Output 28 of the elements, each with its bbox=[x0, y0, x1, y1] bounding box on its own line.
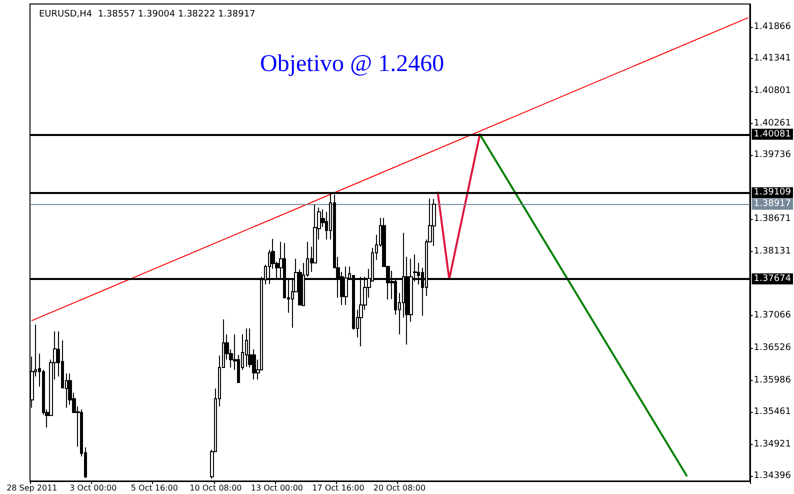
y-tick-label: 1.41866 bbox=[754, 22, 792, 32]
x-tick-label: 20 Oct 08:00 bbox=[373, 484, 426, 492]
y-tick-label: 1.34921 bbox=[754, 439, 791, 450]
y-tick-label: 1.34396 bbox=[754, 470, 792, 481]
y-tick-label: 1.35986 bbox=[754, 375, 792, 386]
y-tick-label: 1.39736 bbox=[754, 150, 792, 160]
x-tick-label: 13 Oct 00:00 bbox=[250, 484, 304, 492]
ref-line-label: 1.39109 bbox=[754, 188, 792, 198]
text: EURUSD,H4 1.38557 1.39004 1.38222 1.38917 bbox=[39, 10, 256, 20]
annotation: Objetivo @ 1.2460 bbox=[260, 51, 444, 77]
y-tick-label: 1.38131 bbox=[754, 246, 791, 256]
candlestick bbox=[432, 198, 436, 246]
y-tick-label: 1.35461 bbox=[754, 406, 791, 417]
y-tick-label: 1.37066 bbox=[754, 310, 792, 320]
y-tick-label: 1.40261 bbox=[754, 118, 791, 128]
y-tick-label: 1.40801 bbox=[754, 86, 791, 96]
ref-line-label: 1.37674 bbox=[754, 274, 792, 284]
y-tick-label: 1.41341 bbox=[754, 54, 791, 64]
y-tick-label: 1.36526 bbox=[754, 342, 792, 353]
x-tick-label: 5 Oct 16:00 bbox=[130, 484, 178, 492]
candlestick bbox=[245, 328, 248, 368]
ref-line-label: 1.38917 bbox=[754, 199, 791, 210]
y-tick-label: 1.38671 bbox=[754, 214, 791, 224]
x-tick-label: 10 Oct 08:00 bbox=[190, 484, 242, 492]
x-tick-label: 3 Oct 00:00 bbox=[70, 484, 117, 492]
ref-line-label: 1.40081 bbox=[754, 129, 791, 140]
x-tick-label: 28 Sep 2011 bbox=[6, 484, 58, 492]
x-tick-label: 17 Oct 16:00 bbox=[312, 484, 364, 492]
